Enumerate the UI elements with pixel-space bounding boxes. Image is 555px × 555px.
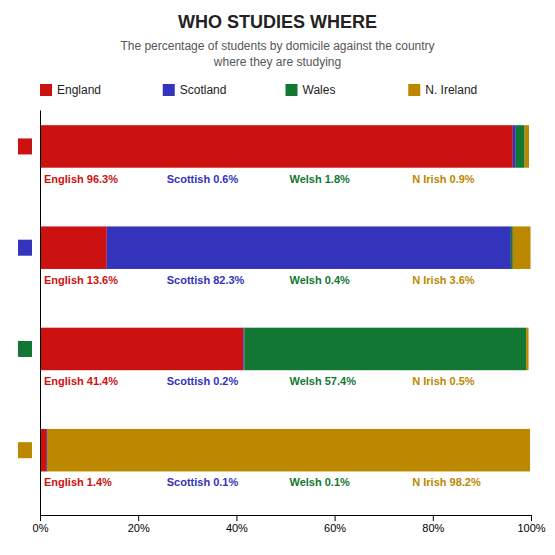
data-label: Welsh 1.8% — [290, 173, 351, 185]
x-axis: 0% 20% 40% 60% 80% 100% — [33, 515, 546, 534]
legend-item: England — [40, 83, 101, 97]
data-label: Welsh 0.4% — [290, 274, 351, 286]
chart: WHO STUDIES WHERE The percentage of stude… — [0, 0, 555, 555]
bar-segment — [516, 125, 525, 168]
x-tick-mark — [40, 515, 41, 521]
subtitle: The percentage of students by domicile a… — [120, 39, 434, 69]
x-tick-label: 60% — [324, 522, 346, 534]
data-label: English 41.4% — [44, 375, 118, 387]
bar-segment — [40, 125, 513, 168]
data-label: N Irish 0.5% — [412, 375, 475, 387]
bar-segment — [244, 328, 526, 371]
bar-segment — [48, 429, 530, 472]
data-label: N Irish 3.6% — [412, 274, 475, 286]
x-tick-mark — [335, 515, 336, 521]
bar-segment — [525, 125, 529, 168]
bar-segment — [513, 226, 531, 269]
legend-swatch — [40, 84, 52, 96]
x-tick: 60% — [324, 515, 346, 534]
title: WHO STUDIES WHERE — [178, 12, 377, 32]
x-tick: 20% — [128, 515, 150, 534]
legend-swatch — [408, 84, 420, 96]
subtitle-line: where they are studying — [213, 55, 341, 69]
data-label: N Irish 98.2% — [412, 476, 481, 488]
bar-segment — [513, 125, 516, 168]
data-label: English 13.6% — [44, 274, 118, 286]
data-label: English 1.4% — [44, 476, 112, 488]
bar-segment — [40, 328, 243, 371]
x-tick-label: 0% — [33, 522, 49, 534]
bar-segment — [107, 226, 511, 269]
data-label: Scottish 0.6% — [167, 173, 239, 185]
x-tick-mark — [433, 515, 434, 521]
data-label: Welsh 0.1% — [290, 476, 351, 488]
legend-swatch — [286, 84, 298, 96]
bar-segment — [526, 328, 528, 371]
legend-item: Wales — [286, 83, 336, 97]
bars — [40, 125, 531, 471]
y-axis-line — [40, 111, 41, 516]
x-tick: 80% — [422, 515, 444, 534]
legend-swatch — [163, 84, 175, 96]
x-tick-label: 20% — [128, 522, 150, 534]
data-label: Welsh 57.4% — [290, 375, 357, 387]
x-tick-label: 100% — [517, 522, 545, 534]
x-axis-line — [41, 516, 532, 522]
legend-item: N. Ireland — [408, 83, 477, 97]
x-tick-label: 40% — [226, 522, 248, 534]
legend-label: N. Ireland — [425, 83, 477, 97]
legend: England Scotland Wales N. Ireland — [40, 83, 477, 97]
data-labels: English 96.3% Scottish 0.6% Welsh 1.8% N Ir… — [44, 173, 481, 489]
x-tick: 100% — [517, 515, 545, 534]
legend-label: England — [57, 83, 101, 97]
data-label: English 96.3% — [44, 173, 118, 185]
plot: English 96.3% Scottish 0.6% Welsh 1.8% N Ir… — [33, 111, 546, 534]
data-label: Scottish 0.2% — [167, 375, 239, 387]
row-marker — [18, 341, 32, 357]
bar-segment — [46, 429, 47, 472]
row-marker — [18, 442, 32, 458]
y-axis — [40, 111, 41, 516]
row-marker — [18, 240, 32, 256]
row-marker — [18, 138, 32, 154]
legend-label: Scotland — [180, 83, 227, 97]
bar-segment — [40, 429, 47, 472]
bar-segment — [511, 226, 513, 269]
x-tick: 40% — [226, 515, 248, 534]
subtitle-line: The percentage of students by domicile a… — [120, 39, 434, 53]
data-label: Scottish 82.3% — [167, 274, 245, 286]
data-label: N Irish 0.9% — [412, 173, 475, 185]
x-tick-mark — [236, 515, 237, 521]
bar-segment — [40, 226, 107, 269]
data-label: Scottish 0.1% — [167, 476, 239, 488]
legend-label: Wales — [303, 83, 336, 97]
x-tick-label: 80% — [422, 522, 444, 534]
x-tick-mark — [531, 515, 532, 521]
x-tick-mark — [138, 515, 139, 521]
x-tick: 0% — [33, 515, 49, 534]
legend-item: Scotland — [163, 83, 227, 97]
